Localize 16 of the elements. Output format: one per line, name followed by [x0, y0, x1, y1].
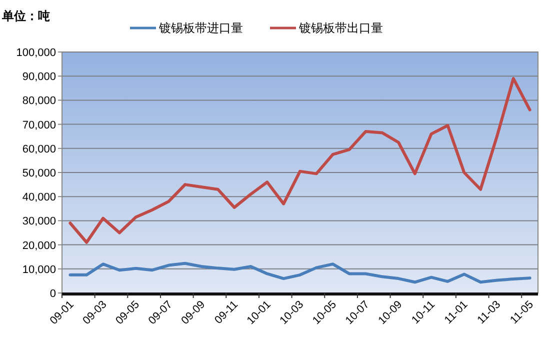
y-tick-label: 80,000	[22, 95, 56, 108]
line-series	[68, 77, 532, 244]
y-tick-label: 90,000	[22, 71, 56, 84]
y-tick-label: 60,000	[22, 143, 56, 156]
legend-label: 镀锡板带出口量	[298, 21, 383, 35]
legend-label: 镀锡板带进口量	[158, 21, 243, 35]
y-tick-label: 10,000	[22, 264, 56, 276]
y-tick-label: 50,000	[22, 168, 56, 180]
y-tick-label: 40,000	[22, 192, 56, 204]
y-tick-label: 0	[50, 288, 56, 300]
y-tick-label: 100,000	[16, 47, 56, 59]
y-tick-label: 70,000	[22, 119, 56, 132]
y-tick-label: 20,000	[22, 240, 56, 252]
line-series	[68, 262, 532, 284]
y-tick-label: 30,000	[22, 216, 56, 228]
y-axis-title: 单位：吨	[1, 9, 50, 23]
